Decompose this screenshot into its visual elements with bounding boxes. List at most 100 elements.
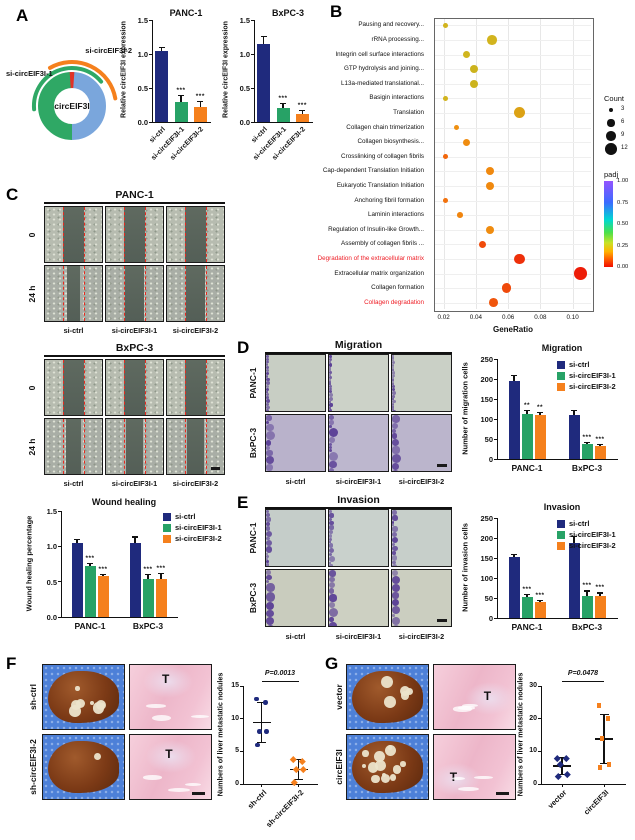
grid-line-h [435,142,591,144]
stained-cell [266,536,270,541]
legend-label: si-circEIF3I-2 [175,534,222,543]
wound-image [44,359,103,416]
stained-cell [392,405,395,408]
metastatic-nodule [374,759,386,772]
wound-gap [186,419,205,474]
transwell-image [391,354,452,412]
scale-bar [210,467,221,471]
stained-cell [392,391,396,395]
wound-edge-line [184,360,186,415]
metastatic-nodule [68,704,81,717]
stained-cell [329,409,332,411]
legend-padj-gradient [604,181,613,267]
legend-count-label: 9 [621,132,625,138]
legend-label: si-ctrl [175,512,196,521]
wound-edge-line [206,360,208,415]
stained-cell [392,613,395,617]
y-tick [58,510,61,512]
stained-cell [392,542,395,546]
y-tick-label: 5 [235,747,239,755]
transwell-image [265,509,326,567]
stained-cell [392,438,400,446]
data-point [478,240,486,248]
transwell-image [328,509,389,567]
stained-cell [392,403,395,406]
y-tick-label: 100 [480,574,493,583]
row-label: 0 [27,232,37,237]
liver-nodules-scatter-sh: Numbers of liver metastatic nodules 0 5 10 1… [213,656,320,840]
wound-gap [123,360,146,415]
stained-cell [329,373,332,377]
wound-gap [184,207,207,262]
wound-image [105,206,164,263]
grid-line-h [435,229,591,231]
tumor-mark: T [483,688,492,703]
stained-cell [266,377,270,382]
column-label: si-ctrl [285,632,306,641]
y-tick [251,121,254,123]
error-bar [539,599,541,602]
bar [534,602,546,618]
legend-label: si-circEIF3I-1 [569,371,616,380]
legend-count-dot [608,107,614,113]
circ-blue-half [71,72,106,140]
grid-line-h [435,273,591,275]
y-tick [240,718,243,720]
error-cap [87,563,93,565]
y-tick-label: 1.0 [239,50,250,59]
error-bar [199,100,201,108]
grid-line-h [435,112,591,114]
stained-cell [266,516,271,522]
y-tick [58,616,61,618]
migration-bar-chart: Migration Number of migration cells 0 50 100… [457,341,635,491]
panel-b-label: B [330,2,343,21]
sd-cap [294,759,303,761]
x-axis-label: GeneRatio [492,325,533,334]
metastatic-nodule [367,762,378,773]
si1-arc [31,66,104,112]
wound-image [105,265,164,322]
stained-cell [392,377,394,379]
error-bar [282,102,284,108]
wound-edge-line [123,207,125,262]
stained-cell [266,583,275,593]
stained-cell [266,355,270,359]
bar [155,50,169,122]
column-label: si-circEIF3I-2 [172,479,219,488]
pathway-label: Collagen chain trimerization [346,123,424,131]
stained-cell [266,470,271,471]
error-cap [571,410,577,412]
stained-cell [329,513,335,519]
legend-count-title: Count [604,94,625,103]
circrna-diagram: si-circEIF3I-2 si-circEIF3I-1 circEIF3I [6,46,132,140]
x-tick-label: 0.02 [437,314,450,321]
wound-edge-line [145,266,147,321]
invasion-bar-chart: Invasion Number of invasion cells 0 50 100 15… [457,500,635,650]
scale-bar [496,791,510,795]
stained-cell [392,514,399,522]
vessel-streak [457,786,480,792]
significance: *** [595,435,605,443]
stained-cell [329,547,334,553]
stained-cell [392,383,394,386]
y-tick-label: 0 [533,780,537,787]
bar [534,415,546,459]
stained-cell [329,415,335,421]
grid-line-v [443,19,445,309]
error-cap [524,410,530,412]
legend-swatch [557,361,565,369]
y-axis-label: Number of invasion cells [460,523,470,612]
y-tick-label: 20 [529,714,537,722]
y-tick-label: 0 [235,780,239,787]
data-point [606,762,612,767]
data-point [489,298,499,308]
significance: *** [582,433,592,441]
stained-cell [329,561,332,565]
y-tick [494,458,497,460]
metastatic-nodule [92,702,105,714]
stained-cell [266,540,273,547]
error-bar [526,410,528,414]
stained-cell [392,399,396,404]
significance: *** [582,582,592,590]
pathway-label: Assembly of collagen fibrils ... [341,240,424,248]
